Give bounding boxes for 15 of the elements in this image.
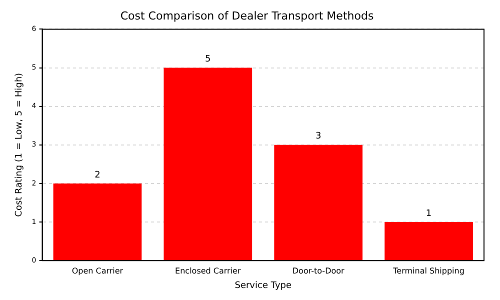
x-tick-label: Enclosed Carrier bbox=[175, 266, 242, 276]
chart-title: Cost Comparison of Dealer Transport Methods bbox=[120, 9, 374, 22]
x-tick-label: Door-to-Door bbox=[292, 266, 346, 276]
data-label: 1 bbox=[426, 208, 432, 219]
data-label: 5 bbox=[205, 54, 211, 65]
x-tick-label: Terminal Shipping bbox=[392, 266, 464, 276]
data-label: 2 bbox=[94, 170, 100, 180]
x-tick-label: Open Carrier bbox=[72, 266, 124, 276]
x-axis-title: Service Type bbox=[234, 280, 292, 291]
data-label: 3 bbox=[315, 132, 322, 142]
bar bbox=[53, 183, 142, 260]
bar bbox=[384, 222, 473, 260]
bar bbox=[274, 144, 363, 260]
y-axis-title: Cost Rating (1 = Low, 5 = High) bbox=[14, 72, 25, 217]
bar bbox=[164, 68, 252, 260]
